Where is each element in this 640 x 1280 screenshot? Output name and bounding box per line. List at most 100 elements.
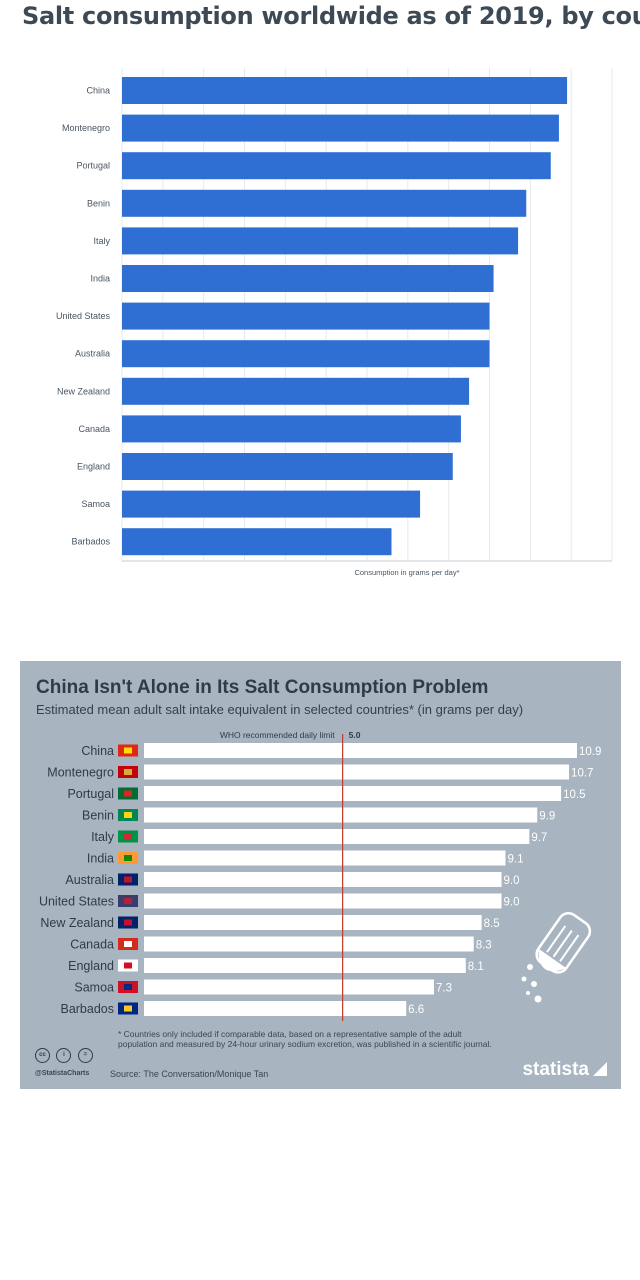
china-flag-icon	[118, 744, 138, 757]
flag-emblem	[124, 855, 132, 861]
chart2-footnote: * Countries only included if comparable …	[118, 1029, 492, 1049]
no-derivatives-icon: =	[77, 1048, 93, 1063]
flag-emblem	[124, 812, 132, 818]
category-label: Barbados	[71, 537, 110, 547]
who-limit-label: WHO recommended daily limit	[220, 730, 335, 740]
value-label: 7.3	[436, 983, 452, 995]
salt-shaker-icon	[521, 911, 592, 1003]
chart2-svg: China 10.9 Montenegro 10.7 Portugal 10.5 Benin…	[39, 730, 601, 1021]
category-label: England	[77, 462, 110, 472]
x-axis-label: Consumption in grams per day*	[354, 568, 459, 577]
flag-emblem	[124, 898, 132, 904]
category-label: Barbados	[60, 1002, 114, 1016]
statista-logo: statista	[522, 1059, 607, 1081]
bar	[122, 490, 421, 518]
category-label: India	[90, 274, 110, 284]
bar	[144, 958, 466, 973]
chart2-panel: China Isn't Alone in Its Salt Consumptio…	[20, 661, 621, 1089]
bar	[144, 1001, 407, 1016]
flag-emblem	[124, 919, 132, 926]
category-label: Samoa	[74, 981, 114, 995]
bar	[144, 764, 570, 780]
bar	[122, 453, 453, 480]
value-label: 8.1	[468, 961, 484, 973]
license-icons: cc i =	[35, 1048, 95, 1066]
bar	[122, 152, 551, 180]
chart2-subtitle: Estimated mean adult salt intake equival…	[36, 702, 524, 717]
flag-emblem	[124, 941, 132, 947]
new-zealand-flag-icon	[118, 916, 138, 929]
flag-emblem	[124, 984, 132, 990]
bar	[122, 189, 527, 217]
value-label: 9.7	[531, 832, 547, 844]
category-label: Italy	[91, 830, 115, 844]
flag-emblem	[124, 1005, 132, 1012]
flag-emblem	[124, 747, 132, 754]
bar	[122, 77, 568, 104]
value-label: 9.0	[504, 897, 520, 909]
category-label: Australia	[65, 873, 114, 887]
who-limit-value: 5.0	[349, 730, 361, 740]
bar	[144, 936, 474, 952]
chart2-source: Source: The Conversation/Monique Tan	[110, 1069, 269, 1079]
category-label: New Zealand	[40, 916, 114, 930]
category-label: Montenegro	[62, 123, 110, 133]
india-flag-icon	[118, 852, 138, 864]
bar	[122, 528, 392, 556]
attribution-icon: i	[56, 1048, 72, 1063]
bar	[144, 872, 502, 887]
barbados-flag-icon	[118, 1002, 138, 1015]
united-states-flag-icon	[118, 895, 138, 907]
category-label: Benin	[87, 198, 110, 208]
category-label: Portugal	[76, 161, 110, 171]
bar	[144, 893, 502, 909]
value-label: 10.7	[571, 768, 593, 780]
value-label: 9.1	[507, 854, 523, 866]
bar	[144, 743, 577, 758]
category-label: China	[81, 744, 114, 758]
chart1-svg: China Montenegro Portugal Benin Italy India Un…	[56, 68, 613, 577]
bar	[122, 114, 559, 142]
bar	[144, 915, 482, 930]
category-label: Canada	[70, 938, 114, 952]
bar	[144, 979, 434, 995]
bar	[122, 227, 519, 255]
bar	[122, 302, 490, 330]
category-label: United States	[56, 311, 111, 321]
value-label: 9.0	[504, 875, 520, 887]
category-label: United States	[39, 895, 114, 909]
bar	[144, 829, 530, 844]
flag-emblem	[124, 876, 132, 883]
category-label: Samoa	[81, 499, 110, 509]
statista-wordmark: statista	[522, 1059, 589, 1080]
bar	[122, 265, 494, 292]
category-label: Canada	[78, 424, 110, 434]
bar	[122, 415, 461, 443]
chart2-title: China Isn't Alone in Its Salt Consumptio…	[36, 677, 489, 698]
category-label: England	[68, 959, 114, 973]
statista-mark-icon	[593, 1062, 607, 1076]
category-label: Montenegro	[47, 766, 114, 780]
england-flag-icon	[118, 959, 138, 972]
italy-flag-icon	[118, 830, 138, 843]
bar	[144, 786, 562, 801]
category-label: China	[86, 86, 110, 96]
value-label: 6.6	[408, 1004, 424, 1016]
australia-flag-icon	[118, 873, 138, 886]
samoa-flag-icon	[118, 981, 138, 993]
value-label: 8.5	[484, 918, 500, 930]
flag-emblem	[124, 833, 132, 840]
category-label: Portugal	[67, 787, 114, 801]
category-label: Italy	[93, 236, 110, 246]
benin-flag-icon	[118, 809, 138, 821]
statista-handle: @StatistaCharts	[35, 1070, 90, 1077]
bar	[122, 340, 490, 368]
category-label: Australia	[75, 349, 110, 359]
bar	[144, 850, 506, 866]
flag-emblem	[124, 790, 132, 797]
category-label: Benin	[82, 809, 114, 823]
canada-flag-icon	[118, 938, 138, 950]
flag-emblem	[124, 962, 132, 969]
value-label: 10.9	[579, 746, 601, 758]
category-label: India	[87, 852, 114, 866]
